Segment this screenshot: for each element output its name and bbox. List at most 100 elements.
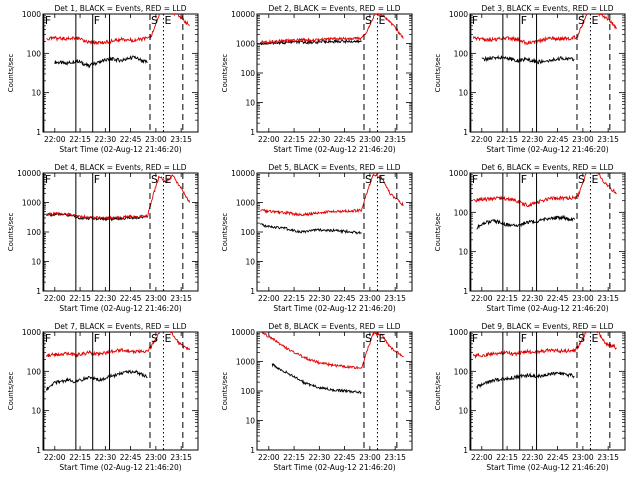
series-line-events: [45, 369, 148, 391]
y-tick-label: 1: [463, 287, 468, 296]
y-tick-label: 1000: [236, 40, 255, 49]
x-tick-label: 23:00: [145, 294, 167, 303]
y-tick-label: 1000: [449, 169, 468, 178]
x-tick-label: 22:15: [283, 135, 305, 144]
x-tick-label: 22:45: [547, 135, 569, 144]
plot-frame: [469, 331, 626, 451]
y-tick-label: 1000: [22, 199, 41, 208]
y-tick-label: 1: [463, 128, 468, 137]
y-tick-label: 1: [250, 446, 255, 455]
y-tick-label: 100: [27, 228, 42, 237]
series-line-lld: [260, 14, 404, 45]
y-axis-label: Counts/sec: [7, 54, 15, 93]
x-tick-label: 23:15: [597, 135, 619, 144]
series-line-events: [259, 38, 362, 46]
x-tick-label: 22:00: [44, 453, 66, 462]
x-tick-label: 23:00: [572, 453, 594, 462]
time-marker-label: E: [164, 14, 171, 27]
chart-title: Det 8, BLACK = Events, RED = LLD: [268, 322, 400, 331]
x-tick-label: 22:15: [496, 294, 518, 303]
time-marker-label: F: [521, 14, 527, 27]
x-axis-label: Start Time (02-Aug-12 21:46:20): [486, 304, 608, 313]
y-tick-label: 100: [27, 367, 42, 376]
chart-title: Det 7, BLACK = Events, RED = LLD: [54, 322, 186, 331]
chart-title: Det 4, BLACK = Events, RED = LLD: [54, 163, 186, 172]
x-tick-label: 23:15: [597, 453, 619, 462]
time-marker-label: F: [94, 173, 100, 186]
time-marker-label: E: [378, 332, 385, 345]
x-tick-label: 23:00: [359, 135, 381, 144]
series-line-lld: [260, 173, 404, 217]
series-line-events: [476, 371, 575, 390]
time-marker-label: E: [591, 14, 598, 27]
y-tick-label: 10: [458, 248, 468, 257]
chart-title: Det 5, BLACK = Events, RED = LLD: [268, 163, 400, 172]
x-tick-label: 22:30: [522, 294, 544, 303]
time-marker-label: F: [472, 173, 478, 186]
x-tick-label: 23:15: [170, 135, 192, 144]
plot-frame: [469, 13, 626, 133]
x-tick-label: 22:15: [283, 294, 305, 303]
panel-4: 1 10 100 1000 10000 22:00 22:15 22:30 22:45 23:00…: [7, 163, 199, 313]
time-marker-label: E: [164, 332, 171, 345]
panel-2: 1 10 100 1000 10000 22:00 22:15 22:30 22:45 23:00…: [221, 4, 413, 154]
x-tick-label: 22:45: [334, 294, 356, 303]
plot-frame: [42, 331, 199, 451]
x-axis-label: Start Time (02-Aug-12 21:46:20): [59, 304, 181, 313]
x-axis-label: Start Time (02-Aug-12 21:46:20): [486, 145, 608, 154]
y-tick-label: 1000: [449, 10, 468, 19]
y-tick-label: 1: [36, 287, 41, 296]
time-marker-label: F: [521, 332, 527, 345]
x-tick-label: 22:45: [547, 294, 569, 303]
y-axis-label: Counts/sec: [7, 213, 15, 252]
y-tick-label: 100: [27, 49, 42, 58]
x-tick-label: 23:00: [145, 135, 167, 144]
series-line-events: [271, 362, 362, 395]
x-tick-label: 22:30: [522, 135, 544, 144]
panel-8: 1 10 100 1000 10000 22:00 22:15 22:30 22:45 23:00…: [221, 322, 413, 472]
y-tick-label: 10: [245, 258, 255, 267]
x-tick-label: 22:00: [44, 294, 66, 303]
x-tick-label: 22:45: [547, 453, 569, 462]
y-tick-label: 100: [241, 387, 256, 396]
x-tick-label: 22:15: [69, 453, 91, 462]
time-marker-label: S: [365, 332, 372, 345]
y-tick-label: 10000: [231, 10, 255, 19]
x-tick-label: 22:00: [471, 135, 493, 144]
time-marker-label: E: [378, 14, 385, 27]
panel-6: 1 10 100 1000 22:00 22:15 22:30 22:45 23:00 23:15…: [434, 163, 626, 313]
series-line-lld: [261, 332, 404, 370]
y-tick-label: 10000: [17, 169, 41, 178]
panel-3: 1 10 100 1000 22:00 22:15 22:30 22:45 23:00 23:15…: [434, 4, 626, 154]
x-tick-label: 22:15: [69, 294, 91, 303]
chart-title: Det 2, BLACK = Events, RED = LLD: [268, 4, 400, 13]
y-axis-label: Counts/sec: [7, 372, 15, 411]
y-tick-label: 1000: [236, 199, 255, 208]
x-tick-label: 22:30: [309, 135, 331, 144]
x-tick-label: 22:15: [283, 453, 305, 462]
series-line-events: [476, 214, 575, 230]
chart-title: Det 6, BLACK = Events, RED = LLD: [481, 163, 613, 172]
x-tick-label: 22:45: [120, 294, 142, 303]
x-axis-label: Start Time (02-Aug-12 21:46:20): [486, 463, 608, 472]
y-tick-label: 10000: [231, 328, 255, 337]
plot-frame: [42, 13, 199, 133]
y-tick-label: 100: [454, 208, 469, 217]
x-axis-label: Start Time (02-Aug-12 21:46:20): [59, 463, 181, 472]
y-tick-label: 1000: [236, 358, 255, 367]
x-tick-label: 23:15: [597, 294, 619, 303]
panel-9: 1 10 100 1000 22:00 22:15 22:30 22:45 23:00 23:15…: [434, 322, 626, 472]
x-axis-label: Start Time (02-Aug-12 21:46:20): [273, 304, 395, 313]
x-tick-label: 22:00: [258, 294, 280, 303]
time-marker-label: F: [472, 332, 478, 345]
x-tick-label: 23:15: [170, 294, 192, 303]
series-line-lld: [46, 14, 190, 46]
series-line-lld: [46, 174, 191, 221]
time-marker-label: S: [151, 332, 158, 345]
x-tick-label: 22:15: [496, 135, 518, 144]
plot-frame: [42, 172, 199, 292]
time-marker-label: F: [521, 173, 527, 186]
x-tick-label: 22:45: [334, 135, 356, 144]
y-axis-label: Counts/sec: [221, 213, 229, 252]
y-tick-label: 1: [250, 287, 255, 296]
